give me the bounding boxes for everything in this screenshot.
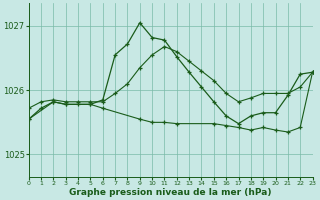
X-axis label: Graphe pression niveau de la mer (hPa): Graphe pression niveau de la mer (hPa) bbox=[69, 188, 272, 197]
